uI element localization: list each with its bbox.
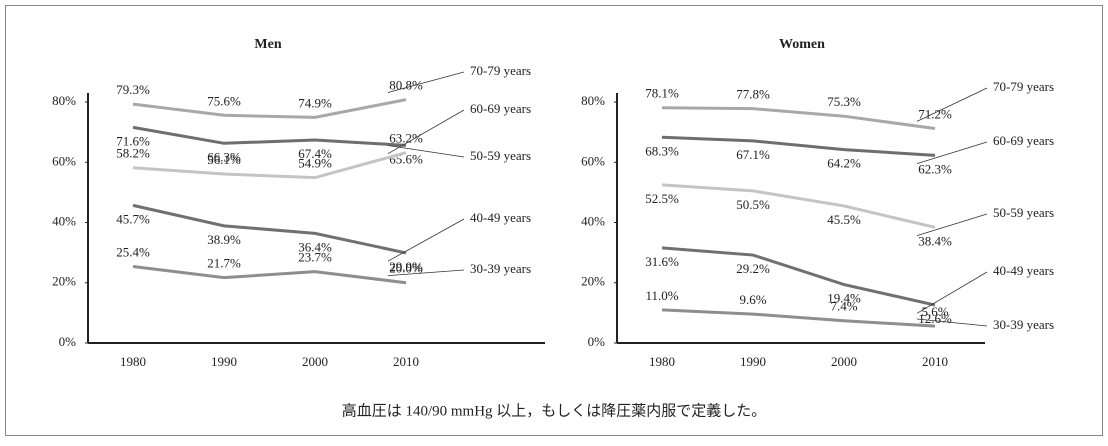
data-label: 67.4% <box>298 146 332 161</box>
legend-label: 40-49 years <box>470 210 531 225</box>
y-tick-label: 0% <box>59 334 77 349</box>
legend-label: 50-59 years <box>993 205 1054 220</box>
x-tick-label: 1990 <box>211 354 237 369</box>
x-tick-label: 2000 <box>831 354 857 369</box>
data-label: 20.0% <box>389 261 423 276</box>
data-label: 50.5% <box>736 197 770 212</box>
data-label: 23.7% <box>298 250 332 265</box>
series-line <box>132 98 407 119</box>
leader-line <box>387 109 465 155</box>
data-label: 56.1% <box>207 152 241 167</box>
data-label: 7.4% <box>830 299 857 314</box>
data-label: 67.1% <box>736 147 770 162</box>
leader-line <box>916 141 988 164</box>
x-tick-label: 1980 <box>649 354 675 369</box>
y-tick-label: 40% <box>52 214 76 229</box>
x-tick-label: 2000 <box>302 354 328 369</box>
y-tick-label: 60% <box>581 153 605 168</box>
series-line <box>661 106 936 131</box>
data-label: 12.6% <box>918 311 952 326</box>
data-label: 54.9% <box>298 156 332 171</box>
data-label: 64.2% <box>827 156 861 171</box>
data-label: 29.2% <box>736 261 770 276</box>
leader-line <box>387 145 465 158</box>
chart-title: Women <box>779 37 825 52</box>
data-label: 25.4% <box>116 244 150 259</box>
data-label: 38.9% <box>207 232 241 247</box>
legend-label: 50-59 years <box>470 148 531 163</box>
series-line <box>661 308 936 328</box>
data-label: 75.3% <box>827 94 861 109</box>
data-label: 68.3% <box>645 143 679 158</box>
series-line <box>661 135 936 157</box>
x-tick-label: 1980 <box>120 354 146 369</box>
legend-label: 40-49 years <box>993 263 1054 278</box>
legend-label: 30-39 years <box>470 261 531 276</box>
y-tick-label: 20% <box>581 274 605 289</box>
legend-label: 30-39 years <box>993 317 1054 332</box>
data-label: 79.3% <box>116 82 150 97</box>
legend-label: 70-79 years <box>993 79 1054 94</box>
data-label: 19.4% <box>827 291 861 306</box>
data-label: 31.6% <box>645 254 679 269</box>
series-line <box>132 203 407 255</box>
data-label: 5.6% <box>921 304 948 319</box>
data-label: 45.7% <box>116 211 150 226</box>
data-label: 80.8% <box>389 78 423 93</box>
data-label: 77.8% <box>736 87 770 102</box>
leader-line <box>387 269 465 277</box>
data-label: 78.1% <box>645 86 679 101</box>
series-line <box>661 246 936 307</box>
data-label: 38.4% <box>918 233 952 248</box>
x-tick-label: 1990 <box>740 354 766 369</box>
data-label: 9.6% <box>739 292 766 307</box>
data-label: 74.9% <box>298 95 332 110</box>
data-label: 66.3% <box>207 149 241 164</box>
y-tick-label: 40% <box>581 214 605 229</box>
x-tick-label: 2010 <box>922 354 948 369</box>
series-line <box>132 265 407 285</box>
frame <box>5 5 1103 436</box>
leader-line <box>387 71 465 93</box>
data-label: 71.2% <box>918 107 952 122</box>
x-tick-label: 2010 <box>393 354 419 369</box>
leader-line <box>916 87 988 122</box>
data-label: 45.5% <box>827 212 861 227</box>
leader-line <box>916 271 988 314</box>
chart-title: Men <box>254 37 281 52</box>
leader-line <box>387 218 465 262</box>
data-label: 62.3% <box>918 161 952 176</box>
data-label: 75.6% <box>207 93 241 108</box>
y-tick-label: 0% <box>588 334 606 349</box>
data-label: 36.4% <box>298 239 332 254</box>
legend-label: 70-79 years <box>470 63 531 78</box>
data-label: 58.2% <box>116 146 150 161</box>
series-line <box>661 183 936 229</box>
data-label: 71.6% <box>116 133 150 148</box>
legend-label: 60-69 years <box>470 101 531 116</box>
series-line <box>132 151 407 180</box>
data-label: 29.9% <box>389 259 423 274</box>
data-label: 52.5% <box>645 191 679 206</box>
legend-label: 60-69 years <box>993 133 1054 148</box>
caption: 高血圧は 140/90 mmHg 以上，もしくは降圧薬内服で定義した。 <box>342 402 767 419</box>
y-tick-label: 60% <box>52 153 76 168</box>
y-tick-label: 80% <box>52 93 76 108</box>
data-label: 63.2% <box>389 131 423 146</box>
data-label: 21.7% <box>207 256 241 271</box>
data-label: 11.0% <box>645 288 678 303</box>
leader-line <box>916 213 988 236</box>
leader-line <box>916 318 988 327</box>
y-tick-label: 20% <box>52 274 76 289</box>
series-line <box>132 125 407 147</box>
y-tick-label: 80% <box>581 93 605 108</box>
